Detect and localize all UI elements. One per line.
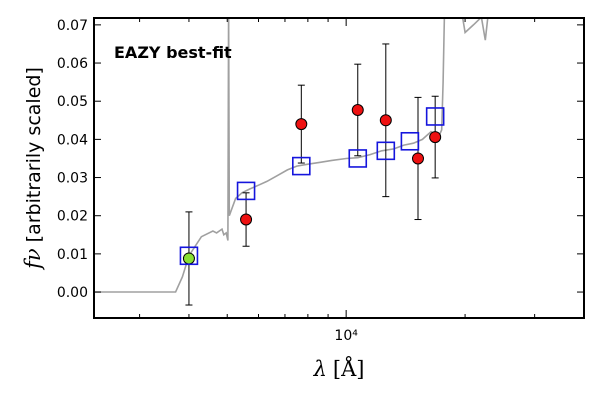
observed-point (379, 114, 392, 127)
observed-point (351, 103, 364, 116)
y-axis-label: fν [arbitrarily scaled] (21, 67, 45, 271)
y-tick-label: 0.02 (57, 209, 88, 225)
model-point (348, 149, 368, 168)
observed-point (411, 152, 424, 165)
observed-point (240, 213, 253, 226)
x-axis-label-symbol: λ (313, 357, 327, 381)
model-point (179, 246, 199, 266)
observed-point (295, 118, 308, 131)
y-tick-label: 0.00 (57, 285, 88, 301)
best-fit-sed-line (94, 18, 489, 293)
model-point (292, 156, 311, 176)
y-axis-label-unit: [arbitrarily scaled] (23, 67, 45, 242)
x-axis-label-unit: [Å] (333, 356, 365, 381)
observed-point (182, 252, 195, 265)
y-axis-label-symbol: fν (21, 248, 45, 271)
plot-frame (93, 17, 585, 319)
y-tick-label: 0.01 (57, 247, 88, 263)
chart-annotation: EAZY best-fit (114, 43, 232, 62)
model-point (425, 107, 445, 126)
model-point (376, 141, 396, 161)
y-tick-label: 0.07 (57, 18, 88, 34)
model-point (400, 131, 420, 151)
y-tick-label: 0.04 (57, 132, 88, 148)
x-tick-label: 10⁴ (334, 328, 358, 344)
y-tick-label: 0.06 (57, 56, 88, 72)
model-point (236, 181, 256, 201)
x-axis-label: λ [Å] (313, 356, 365, 381)
y-tick-label: 0.03 (57, 171, 88, 187)
y-tick-label: 0.05 (57, 94, 88, 110)
observed-point (429, 131, 442, 144)
